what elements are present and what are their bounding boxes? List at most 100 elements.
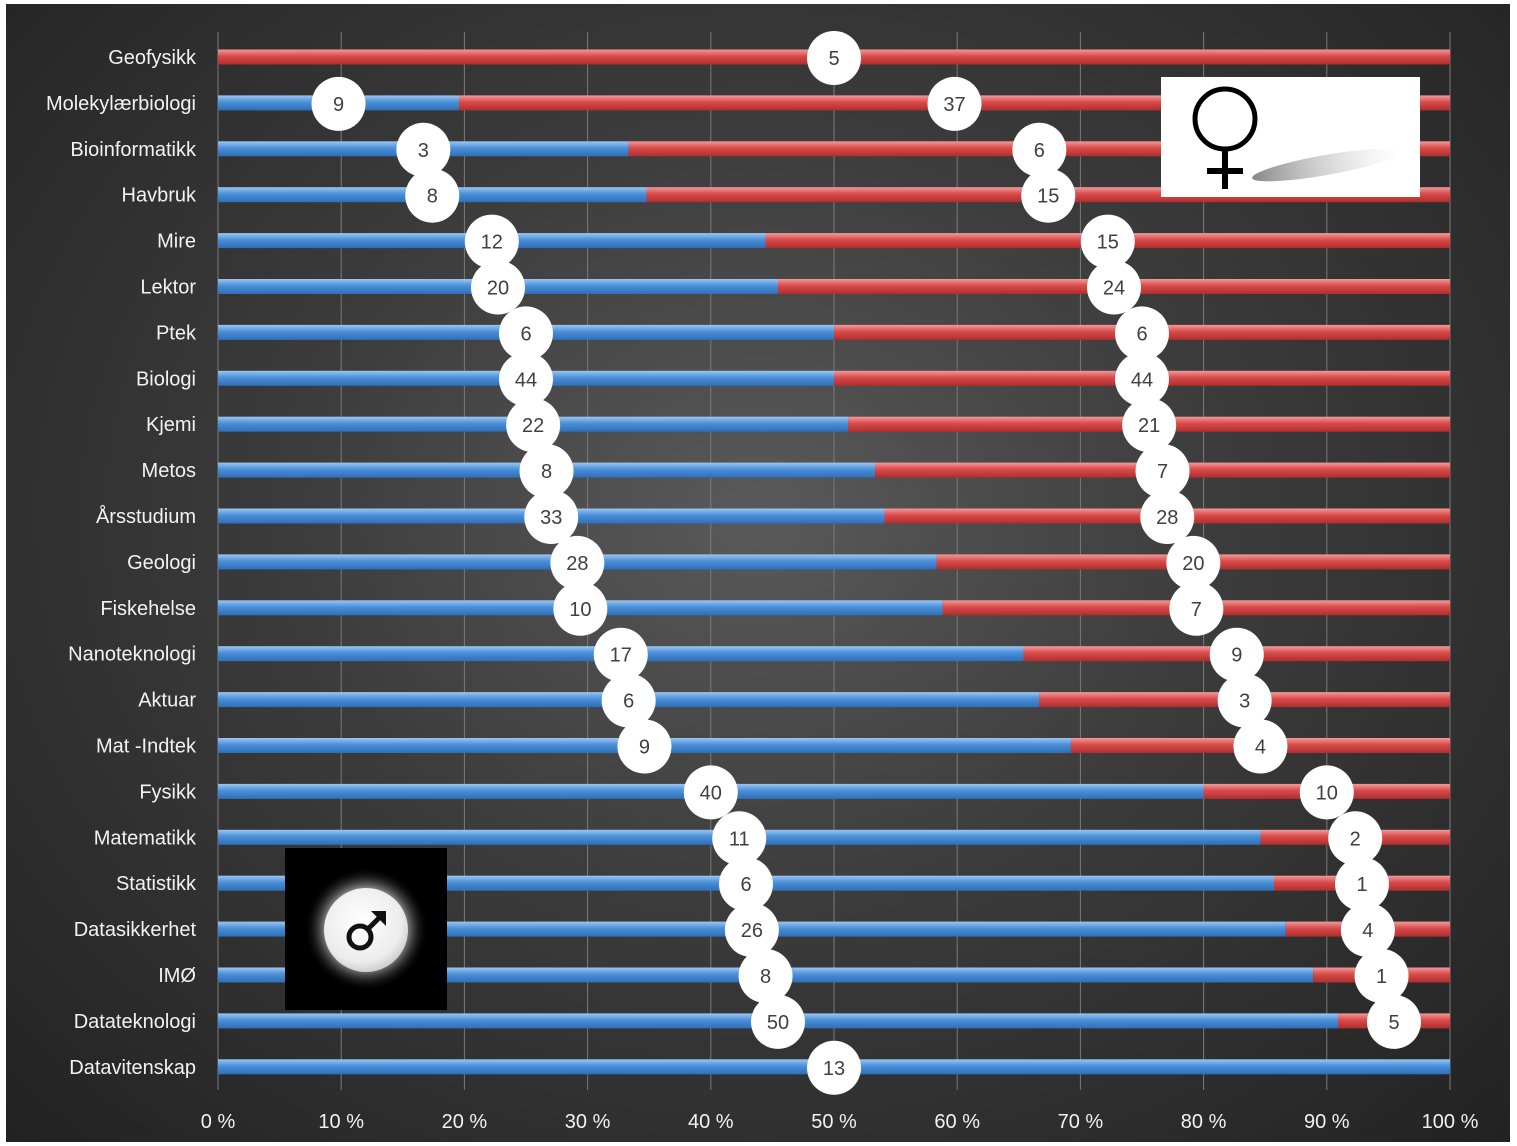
data-label-bubble bbox=[927, 76, 982, 131]
x-tick-label: 80 % bbox=[1181, 1111, 1227, 1133]
category-label: Aktuar bbox=[138, 690, 196, 712]
data-label-bubble bbox=[524, 490, 579, 544]
data-label-bubble bbox=[519, 444, 574, 499]
data-label: 3 bbox=[418, 140, 429, 162]
data-label-bubble bbox=[601, 673, 656, 728]
data-label-bubble bbox=[553, 581, 608, 636]
data-label: 8 bbox=[427, 186, 438, 208]
data-label: 7 bbox=[1157, 461, 1168, 483]
data-label: 22 bbox=[522, 415, 544, 437]
data-label: 5 bbox=[828, 48, 839, 70]
data-label: 17 bbox=[610, 645, 632, 667]
data-label: 1 bbox=[1356, 874, 1367, 896]
data-label: 15 bbox=[1037, 186, 1059, 208]
data-label-bubble bbox=[1012, 122, 1067, 177]
data-label: 6 bbox=[1034, 140, 1045, 162]
data-label-bubble bbox=[499, 306, 553, 361]
category-label: Bioinformatikk bbox=[70, 139, 197, 161]
data-label-bubble bbox=[311, 76, 366, 131]
data-label: 8 bbox=[541, 461, 552, 483]
data-label-bubble bbox=[1340, 903, 1395, 958]
data-label-bubble bbox=[1140, 490, 1195, 544]
data-label-bubble bbox=[1299, 765, 1354, 820]
data-label: 8 bbox=[760, 966, 771, 988]
category-label: IMØ bbox=[158, 965, 196, 987]
data-label-bubble bbox=[1335, 857, 1389, 912]
female-symbol-panel bbox=[1161, 77, 1420, 197]
x-tick-labels: 0 % 10 % 20 % 30 % 40 % 50 % 60 % 70 % 80 % 90 % 1… bbox=[201, 1111, 1479, 1133]
data-label-bubble bbox=[550, 535, 605, 590]
category-label: Geofysikk bbox=[108, 47, 197, 69]
data-label-bubble bbox=[1328, 811, 1383, 866]
data-label-bubble bbox=[471, 260, 525, 315]
data-label-bubble bbox=[1209, 627, 1264, 682]
category-label: Mat -Indtek bbox=[96, 736, 197, 758]
x-tick-label: 40 % bbox=[688, 1111, 734, 1133]
data-label-bubble bbox=[593, 627, 648, 682]
data-label-bubble bbox=[1115, 306, 1169, 361]
category-label: Molekylærbiologi bbox=[46, 93, 196, 115]
category-label: Datavitenskap bbox=[69, 1057, 196, 1079]
data-label-bubble bbox=[1135, 444, 1190, 499]
category-label: Mire bbox=[157, 231, 196, 253]
x-tick-label: 60 % bbox=[934, 1111, 980, 1133]
x-tick-label: 10 % bbox=[318, 1111, 364, 1133]
data-label: 6 bbox=[623, 691, 634, 713]
data-label-bubble bbox=[738, 949, 793, 1003]
data-label-bubble bbox=[1115, 352, 1169, 407]
data-label-bubble bbox=[1367, 994, 1421, 1049]
data-label-bubble bbox=[807, 1040, 861, 1095]
category-label: Fiskehelse bbox=[100, 598, 196, 620]
data-label-bubble bbox=[1169, 581, 1224, 636]
data-label: 26 bbox=[741, 920, 763, 942]
data-label: 12 bbox=[481, 232, 503, 254]
mars-symbol-icon bbox=[304, 867, 428, 991]
data-label: 40 bbox=[700, 782, 722, 804]
data-label: 9 bbox=[333, 94, 344, 116]
data-label: 50 bbox=[767, 1012, 789, 1034]
data-label-bubble bbox=[807, 31, 861, 85]
data-label-bubble bbox=[499, 352, 553, 407]
data-label-bubble bbox=[1354, 949, 1409, 1003]
chart-area: Geofysikk Molekylærbiologi Bioinformatikk H… bbox=[6, 4, 1510, 1142]
x-tick-label: 0 % bbox=[201, 1111, 236, 1133]
data-label-bubble bbox=[683, 765, 738, 820]
data-label-bubble bbox=[1217, 673, 1272, 728]
x-tick-label: 50 % bbox=[811, 1111, 857, 1133]
data-label-bubble bbox=[1087, 260, 1141, 315]
data-label-bubble bbox=[1233, 719, 1288, 774]
data-label-bubble bbox=[405, 168, 460, 223]
data-label: 44 bbox=[515, 369, 537, 391]
category-label: Datateknologi bbox=[74, 1011, 196, 1033]
category-label: Kjemi bbox=[146, 414, 196, 436]
data-label: 20 bbox=[487, 278, 509, 300]
data-label: 11 bbox=[729, 828, 750, 850]
category-labels: Geofysikk Molekylærbiologi Bioinformatikk H… bbox=[46, 47, 197, 1079]
data-label: 10 bbox=[569, 599, 591, 621]
category-label: Datasikkerhet bbox=[74, 919, 197, 941]
x-tick-label: 100 % bbox=[1422, 1111, 1479, 1133]
category-label: Matematikk bbox=[94, 827, 197, 849]
category-label: Nanoteknologi bbox=[68, 644, 196, 666]
category-label: Ptek bbox=[156, 322, 197, 344]
stacked-bar-chart: Geofysikk Molekylærbiologi Bioinformatikk H… bbox=[46, 31, 1479, 1133]
data-label: 20 bbox=[1182, 553, 1204, 575]
data-label-bubble bbox=[464, 214, 519, 269]
data-label: 10 bbox=[1316, 782, 1338, 804]
data-label: 24 bbox=[1103, 278, 1125, 300]
data-label: 1 bbox=[1376, 966, 1387, 988]
category-label: Havbruk bbox=[122, 185, 197, 207]
data-label-bubble bbox=[1166, 535, 1221, 590]
category-label: Statistikk bbox=[116, 873, 197, 895]
x-tick-label: 70 % bbox=[1058, 1111, 1104, 1133]
data-label: 6 bbox=[1136, 323, 1147, 345]
data-label: 21 bbox=[1138, 415, 1160, 437]
x-tick-label: 90 % bbox=[1304, 1111, 1350, 1133]
data-label: 4 bbox=[1362, 920, 1373, 942]
data-label: 4 bbox=[1255, 737, 1266, 759]
data-label-bubble bbox=[1080, 214, 1135, 269]
data-label: 7 bbox=[1191, 599, 1202, 621]
male-symbol-panel bbox=[285, 848, 447, 1010]
data-label-bubble bbox=[719, 857, 773, 912]
